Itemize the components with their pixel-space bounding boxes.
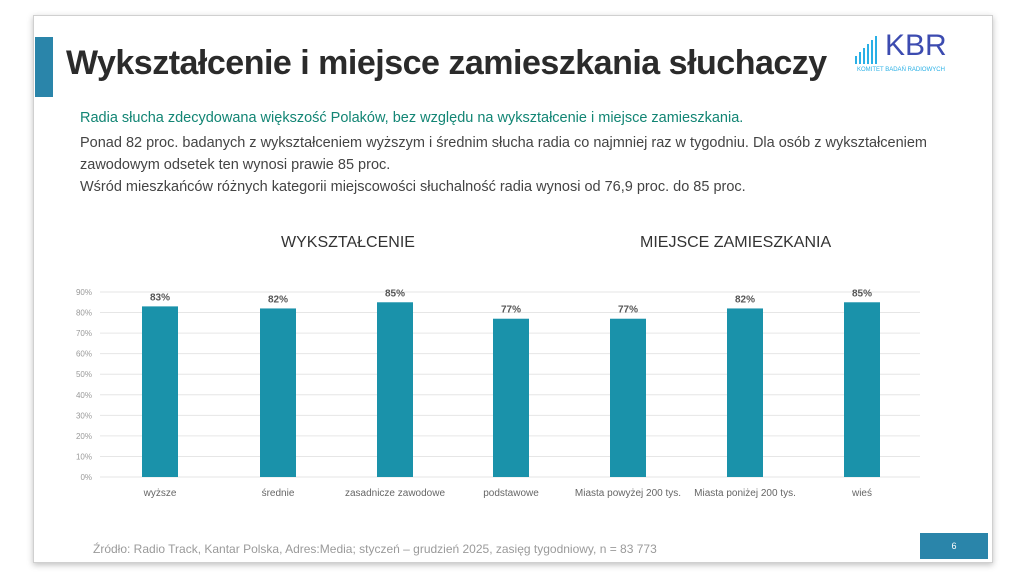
data-label: 83% [150, 292, 170, 303]
source-note: Źródło: Radio Track, Kantar Polska, Adre… [93, 542, 657, 556]
body-paragraph: Ponad 82 proc. badanych z wykształceniem… [80, 135, 928, 173]
y-tick-label: 50% [76, 370, 92, 379]
signal-bars-icon [855, 36, 877, 64]
x-tick-label: wieś [851, 488, 872, 499]
y-tick-label: 90% [76, 288, 92, 297]
title-accent-bar [35, 37, 53, 97]
logo-text: KBR [885, 29, 947, 62]
x-tick-label: Miasta poniżej 200 tys. [694, 488, 796, 499]
y-tick-label: 0% [80, 473, 92, 482]
bar [727, 308, 763, 477]
data-label: 82% [268, 294, 288, 305]
lead-text: Radia słucha zdecydowana większość Polak… [80, 110, 744, 126]
x-tick-label: Miasta powyżej 200 tys. [575, 488, 681, 499]
chart-group-title: MIEJSCE ZAMIESZKANIA [640, 234, 832, 251]
bar [377, 302, 413, 477]
data-label: 85% [385, 288, 405, 299]
data-label: 77% [501, 305, 521, 316]
body-paragraph: Wśród mieszkańców różnych kategorii miej… [80, 179, 746, 195]
y-tick-label: 10% [76, 452, 92, 461]
slide-title: Wykształcenie i miejsce zamieszkania słu… [66, 44, 827, 82]
y-tick-label: 60% [76, 350, 92, 359]
page-number: 6 [920, 533, 988, 559]
bar [493, 318, 529, 477]
data-label: 85% [852, 288, 872, 299]
y-tick-label: 40% [76, 391, 92, 400]
x-tick-label: wyższe [143, 488, 177, 499]
chart-group-title: WYKSZTAŁCENIE [281, 234, 415, 251]
y-tick-label: 80% [76, 309, 92, 318]
x-tick-label: zasadnicze zawodowe [345, 488, 445, 499]
logo-subtitle: KOMITET BADAŃ RADIOWYCH [857, 67, 945, 73]
bar [610, 318, 646, 477]
kbr-logo: KBR KOMITET BADAŃ RADIOWYCH [855, 29, 970, 78]
y-tick-label: 70% [76, 329, 92, 338]
data-label: 82% [735, 294, 755, 305]
bar [260, 308, 296, 477]
bar [844, 302, 880, 477]
y-tick-label: 20% [76, 432, 92, 441]
x-tick-label: podstawowe [483, 488, 539, 499]
data-label: 77% [618, 305, 638, 316]
y-tick-label: 30% [76, 411, 92, 420]
body-text: Ponad 82 proc. badanych z wykształceniem… [80, 132, 940, 198]
x-tick-label: średnie [262, 488, 295, 499]
bar [142, 306, 178, 477]
